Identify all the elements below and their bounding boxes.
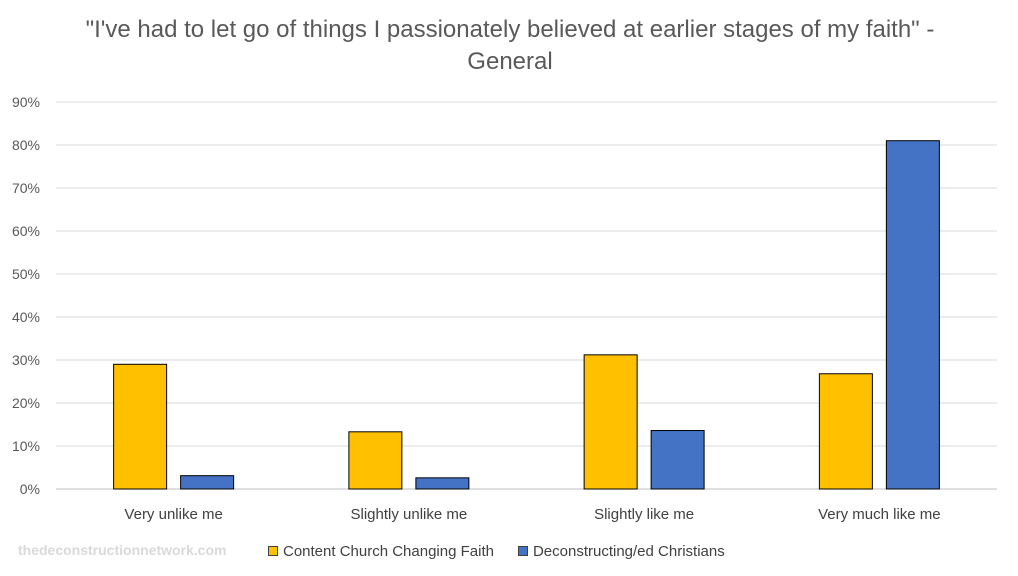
x-category-label: Very unlike me — [124, 506, 222, 523]
y-tick-label: 70% — [12, 180, 40, 196]
bar — [180, 475, 235, 490]
bar — [415, 477, 470, 490]
watermark: thedeconstructionnetwork.com — [18, 542, 227, 558]
bar — [885, 140, 940, 490]
chart-title: "I've had to let go of things I passiona… — [85, 16, 935, 75]
legend-item-deconstructing: Deconstructing/ed Christians — [517, 542, 725, 560]
y-tick-label: 0% — [20, 481, 40, 497]
legend-label-content-church: Content Church Changing Faith — [283, 542, 494, 560]
legend: Content Church Changing Faith Deconstruc… — [268, 541, 749, 561]
legend-swatch-content-church — [268, 546, 278, 556]
y-tick-label: 60% — [12, 223, 40, 239]
bar — [113, 363, 168, 490]
y-tick-label: 90% — [12, 94, 40, 110]
y-tick-label: 10% — [12, 438, 40, 454]
bar — [818, 373, 873, 490]
legend-label-deconstructing: Deconstructing/ed Christians — [532, 542, 725, 560]
x-category-label: Very much like me — [818, 506, 941, 523]
legend-swatch-deconstructing — [517, 546, 528, 556]
y-tick-label: 20% — [12, 395, 40, 411]
y-tick-label: 40% — [12, 309, 40, 325]
y-tick-label: 80% — [12, 137, 40, 153]
x-category-label: Slightly unlike me — [351, 506, 468, 523]
y-tick-label: 30% — [12, 352, 40, 368]
bar — [583, 354, 638, 490]
legend-item-content-church: Content Church Changing Faith — [268, 543, 494, 560]
bar — [650, 430, 705, 490]
x-category-label: Slightly like me — [594, 506, 694, 523]
bar — [348, 431, 403, 490]
y-tick-label: 50% — [12, 266, 40, 282]
